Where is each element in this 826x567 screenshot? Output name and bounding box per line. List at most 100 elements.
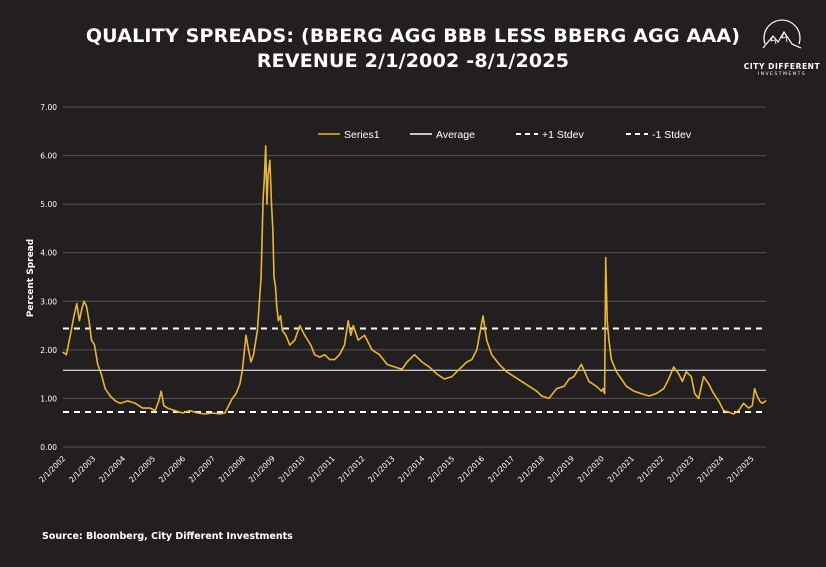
legend-label: Average: [436, 129, 475, 141]
data-point: [708, 383, 710, 385]
data-point: [294, 339, 296, 341]
x-tick-label: 2/1/2003: [67, 454, 97, 484]
x-tick-label: 2/1/2024: [695, 454, 725, 484]
data-point: [357, 339, 359, 341]
data-point: [279, 315, 282, 317]
data-point: [88, 320, 90, 322]
data-point: [443, 378, 445, 380]
x-tick-label: 2/1/2011: [307, 454, 337, 484]
data-point: [119, 402, 121, 404]
data-point: [498, 363, 500, 365]
data-point: [269, 159, 271, 161]
series-layer: [62, 145, 767, 415]
data-point: [655, 393, 657, 395]
data-point: [685, 371, 687, 373]
data-point: [266, 203, 268, 205]
data-point: [78, 320, 80, 322]
x-tick-label: 2/1/2013: [366, 454, 396, 484]
data-point: [267, 174, 269, 176]
data-point: [379, 354, 381, 356]
data-point: [239, 383, 241, 385]
x-tick-label: 2/1/2022: [636, 454, 666, 484]
data-point: [604, 393, 606, 395]
data-point: [260, 276, 262, 278]
data-point: [114, 400, 116, 402]
data-point: [506, 371, 508, 373]
data-point: [343, 344, 346, 346]
data-point: [759, 400, 761, 402]
x-tick-label: 2/1/2014: [396, 454, 426, 484]
data-point: [421, 361, 423, 363]
data-point: [413, 354, 416, 356]
legend-label: Series1: [344, 129, 380, 141]
data-point: [196, 412, 199, 414]
data-point: [393, 366, 395, 368]
data-point: [204, 413, 206, 415]
mountain-logo-icon: [762, 19, 802, 49]
x-tick-label: 2/1/2009: [247, 454, 277, 484]
x-tick-label: 2/1/2025: [725, 454, 755, 484]
data-point: [620, 378, 623, 380]
data-point: [83, 300, 85, 302]
data-point: [466, 361, 468, 363]
y-tick-label: 0.00: [40, 443, 57, 452]
data-point: [482, 315, 484, 317]
legend-label: +1 Stdev: [542, 129, 584, 141]
data-point: [386, 363, 388, 365]
data-point: [241, 368, 244, 370]
data-point: [458, 368, 460, 370]
data-point: [352, 325, 354, 327]
x-tick-label: 2/1/2002: [37, 454, 67, 484]
data-point: [673, 366, 675, 368]
data-point: [182, 412, 184, 414]
data-point: [751, 405, 753, 407]
chart-title: QUALITY SPREADS: (BBERG AGG BBB LESS BBE…: [0, 24, 826, 74]
data-point: [334, 359, 336, 361]
title-line-2: REVENUE 2/1/2002 -8/1/2025: [256, 50, 570, 72]
data-point: [134, 402, 136, 404]
data-point: [555, 388, 558, 390]
data-point: [265, 145, 267, 147]
data-point: [476, 349, 478, 351]
data-point: [256, 329, 258, 331]
data-point: [81, 308, 83, 310]
x-tick-label: 2/1/2023: [666, 454, 696, 484]
data-point: [363, 334, 366, 336]
data-point: [625, 385, 628, 387]
data-point: [615, 371, 618, 373]
data-point: [668, 378, 670, 380]
data-point: [765, 400, 767, 402]
grid-lines: [63, 106, 766, 448]
data-point: [690, 376, 692, 378]
x-tick-label: 2/1/2012: [336, 454, 366, 484]
data-point: [189, 410, 191, 412]
data-point: [451, 376, 453, 378]
x-tick-label: 2/1/2019: [546, 454, 576, 484]
data-point: [154, 410, 156, 412]
logo-subtitle: INVESTMENTS: [757, 72, 807, 77]
x-tick-label: 2/1/2020: [576, 454, 606, 484]
data-point: [568, 378, 570, 380]
legend-label: -1 Stdev: [652, 129, 692, 141]
data-point: [228, 405, 230, 407]
data-point: [713, 393, 715, 395]
y-tick-label: 2.00: [40, 346, 57, 355]
data-point: [648, 395, 650, 397]
data-point: [608, 339, 610, 341]
data-point: [606, 320, 608, 322]
data-point: [580, 363, 583, 365]
data-point: [486, 339, 488, 341]
x-tick-label: 2/1/2007: [187, 454, 217, 484]
data-point: [263, 179, 265, 181]
data-point: [90, 339, 93, 341]
data-point: [521, 380, 523, 382]
data-point: [678, 373, 680, 375]
data-point: [718, 400, 720, 402]
data-point: [93, 344, 96, 346]
data-point: [436, 373, 438, 375]
data-point: [163, 405, 165, 407]
data-point: [347, 320, 349, 322]
x-tick-label: 2/1/2004: [97, 454, 127, 484]
data-point: [723, 410, 725, 412]
data-point: [401, 368, 403, 370]
